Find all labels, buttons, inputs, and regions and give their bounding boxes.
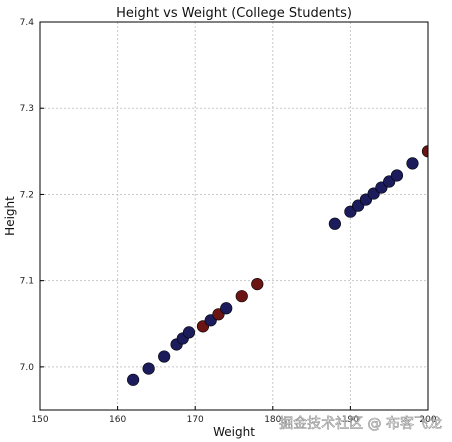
- scatter-point: [158, 350, 171, 363]
- x-tick-label: 180: [264, 415, 281, 425]
- y-tick-label: 7.3: [20, 104, 34, 114]
- grid-lines: [39, 21, 429, 410]
- x-tick-label: 200: [419, 415, 436, 425]
- plot-frame: [39, 21, 429, 411]
- scatter-point: [251, 278, 264, 291]
- y-tick-labels: 7.0 7.1 7.2 7.3 7.4: [20, 18, 35, 373]
- x-axis-label: Weight: [213, 425, 255, 439]
- scatter-point: [421, 145, 428, 158]
- scatter-point: [142, 362, 155, 375]
- scatter-point: [390, 169, 404, 182]
- scatter-point: [127, 373, 140, 386]
- x-tick-labels: 150 160 170 180 190 200: [31, 415, 436, 425]
- y-tick-label: 7.2: [20, 190, 34, 200]
- y-tick-label: 7.4: [20, 18, 35, 28]
- scatter-point: [406, 157, 419, 170]
- x-tick-label: 160: [109, 415, 126, 425]
- scatter-point: [220, 302, 233, 315]
- y-axis-label: Height: [3, 196, 17, 236]
- y-tick-label: 7.1: [20, 277, 34, 287]
- scatter-point: [235, 290, 248, 303]
- x-tick-label: 190: [342, 415, 359, 425]
- x-tick-label: 150: [31, 415, 48, 425]
- watermark-text: 掘金技术社区 @ 布客飞龙: [279, 415, 442, 432]
- x-tick-label: 170: [187, 415, 204, 425]
- y-tick-label: 7.0: [20, 363, 35, 373]
- chart-title: Height vs Weight (College Students): [116, 6, 352, 21]
- data-points: [127, 145, 428, 386]
- scatter-point: [182, 326, 196, 339]
- scatter-point: [328, 217, 341, 230]
